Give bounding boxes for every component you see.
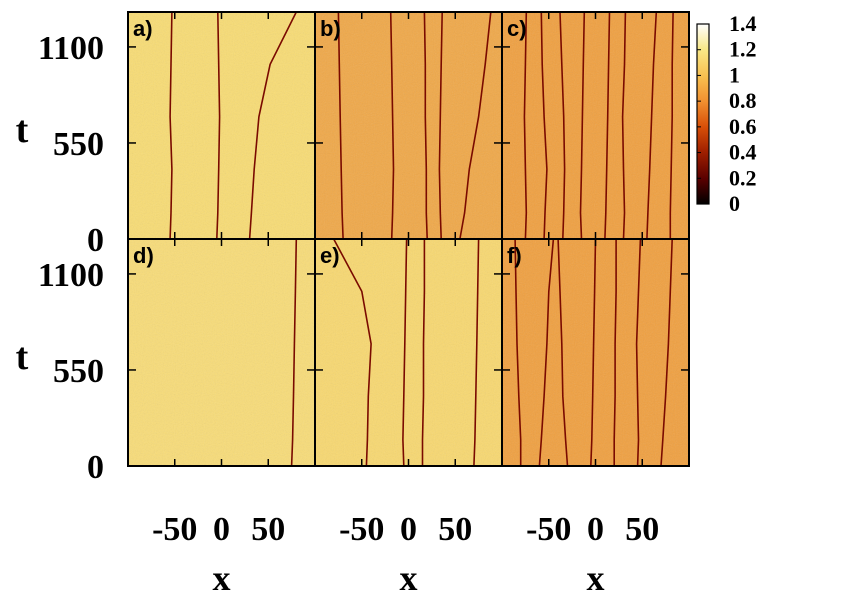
kink-line	[423, 11, 428, 240]
colorbar-gradient	[696, 23, 710, 205]
x-axis-label: x	[587, 558, 605, 598]
y-tick-label: 550	[53, 126, 104, 163]
colorbar-tick-label: 0.4	[729, 140, 757, 165]
y-tick-label: 1100	[38, 30, 104, 67]
kink-line	[669, 11, 674, 239]
kink-line	[337, 11, 344, 240]
kink-line	[646, 11, 658, 240]
kink-line	[169, 11, 173, 240]
kink-line	[438, 11, 443, 240]
kink-line	[248, 11, 298, 240]
kink-line	[621, 11, 627, 240]
kink-line	[459, 11, 492, 240]
panel-noise	[128, 12, 315, 239]
panel-a: a)	[127, 11, 316, 240]
kink-line	[635, 238, 642, 467]
y-tick-label: 0	[87, 449, 104, 486]
panels: a) b) c) d) e) f)	[127, 11, 690, 467]
y-tick-label: 0	[87, 222, 104, 259]
kink-line	[660, 238, 673, 467]
x-axis-label: x	[400, 558, 418, 598]
y-tick-label: 1100	[38, 257, 104, 294]
panel-label: f)	[507, 243, 522, 268]
kink-line	[557, 238, 569, 467]
x-tick-label: 0	[400, 511, 417, 548]
x-tick-label: 50	[438, 511, 472, 548]
kink-line	[402, 238, 408, 467]
panel-noise	[502, 12, 689, 239]
panel-e: e)	[314, 238, 503, 467]
kink-line	[421, 239, 426, 466]
panel-label: a)	[133, 16, 153, 41]
x-tick-label: -50	[152, 511, 197, 548]
panel-b: b)	[314, 11, 503, 240]
x-tick-label: -50	[339, 511, 384, 548]
colorbar-tick-label: 0	[729, 191, 740, 216]
colorbar: 00.20.40.60.811.21.4	[696, 11, 757, 216]
x-tick-label: 0	[213, 511, 230, 548]
panel-label: d)	[133, 243, 154, 268]
kink-line	[604, 11, 611, 240]
panel-c: c)	[501, 11, 690, 240]
kink-line	[540, 11, 548, 240]
kink-line	[559, 11, 566, 240]
x-axis-label: x	[213, 558, 231, 598]
kink-line	[514, 238, 522, 466]
panel-f: f)	[501, 238, 690, 467]
x-tick-label: 50	[625, 511, 659, 548]
panel-noise	[315, 12, 502, 239]
panel-label: e)	[320, 243, 340, 268]
y-axis-label: t	[16, 336, 29, 378]
panel-noise	[128, 239, 315, 466]
kink-line	[473, 238, 480, 467]
kink-line	[538, 238, 555, 467]
kink-line	[590, 238, 597, 467]
kink-line	[216, 11, 221, 240]
kink-line	[579, 11, 586, 240]
colorbar-tick-label: 1.2	[729, 37, 757, 62]
panel-label: b)	[320, 16, 341, 41]
panel-label: c)	[507, 16, 527, 41]
y-tick-label: 550	[53, 353, 104, 390]
y-axis-label: t	[16, 109, 29, 151]
kink-line	[523, 11, 528, 240]
axes: 0 550 1100 t 0 550 1100 t -50 0 50 x -50 0 50 x -50 0 50 x	[16, 30, 660, 598]
kink-line	[389, 11, 395, 240]
kink-line	[613, 239, 617, 466]
colorbar-tick-label: 0.6	[729, 114, 757, 139]
colorbar-tick-label: 0.2	[729, 165, 757, 190]
x-tick-label: -50	[526, 511, 571, 548]
colorbar-tick-label: 1	[729, 62, 740, 87]
kink-line	[290, 238, 298, 467]
kink-line	[332, 238, 372, 467]
x-tick-label: 0	[587, 511, 604, 548]
panel-noise	[315, 239, 502, 466]
x-tick-label: 50	[251, 511, 285, 548]
colorbar-tick-label: 1.4	[729, 11, 757, 36]
panel-d: d)	[127, 238, 316, 467]
colorbar-tick-label: 0.8	[729, 88, 757, 113]
